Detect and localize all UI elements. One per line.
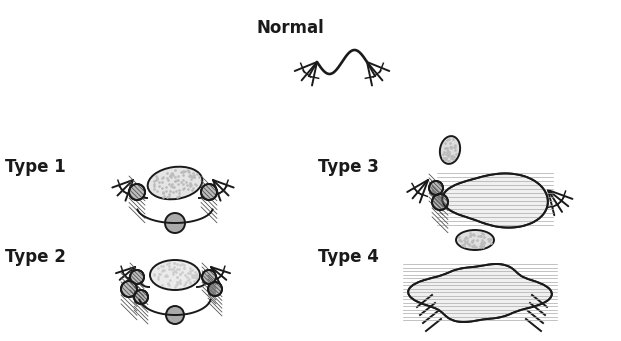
Circle shape	[121, 281, 137, 297]
Text: Normal: Normal	[256, 19, 324, 37]
Circle shape	[129, 184, 145, 200]
Text: Type 3: Type 3	[318, 158, 379, 176]
Ellipse shape	[148, 167, 202, 199]
Circle shape	[134, 290, 148, 304]
Circle shape	[166, 306, 184, 324]
Ellipse shape	[440, 136, 460, 164]
Circle shape	[130, 270, 144, 284]
Circle shape	[208, 282, 222, 296]
Circle shape	[201, 184, 217, 200]
Ellipse shape	[456, 230, 494, 250]
Text: Type 4: Type 4	[318, 248, 379, 266]
Polygon shape	[408, 264, 552, 322]
Polygon shape	[442, 174, 548, 227]
Text: Type 1: Type 1	[5, 158, 66, 176]
Circle shape	[202, 270, 216, 284]
Circle shape	[429, 181, 443, 195]
Circle shape	[165, 213, 185, 233]
Ellipse shape	[150, 260, 200, 290]
Text: Type 2: Type 2	[5, 248, 66, 266]
Circle shape	[432, 194, 448, 210]
